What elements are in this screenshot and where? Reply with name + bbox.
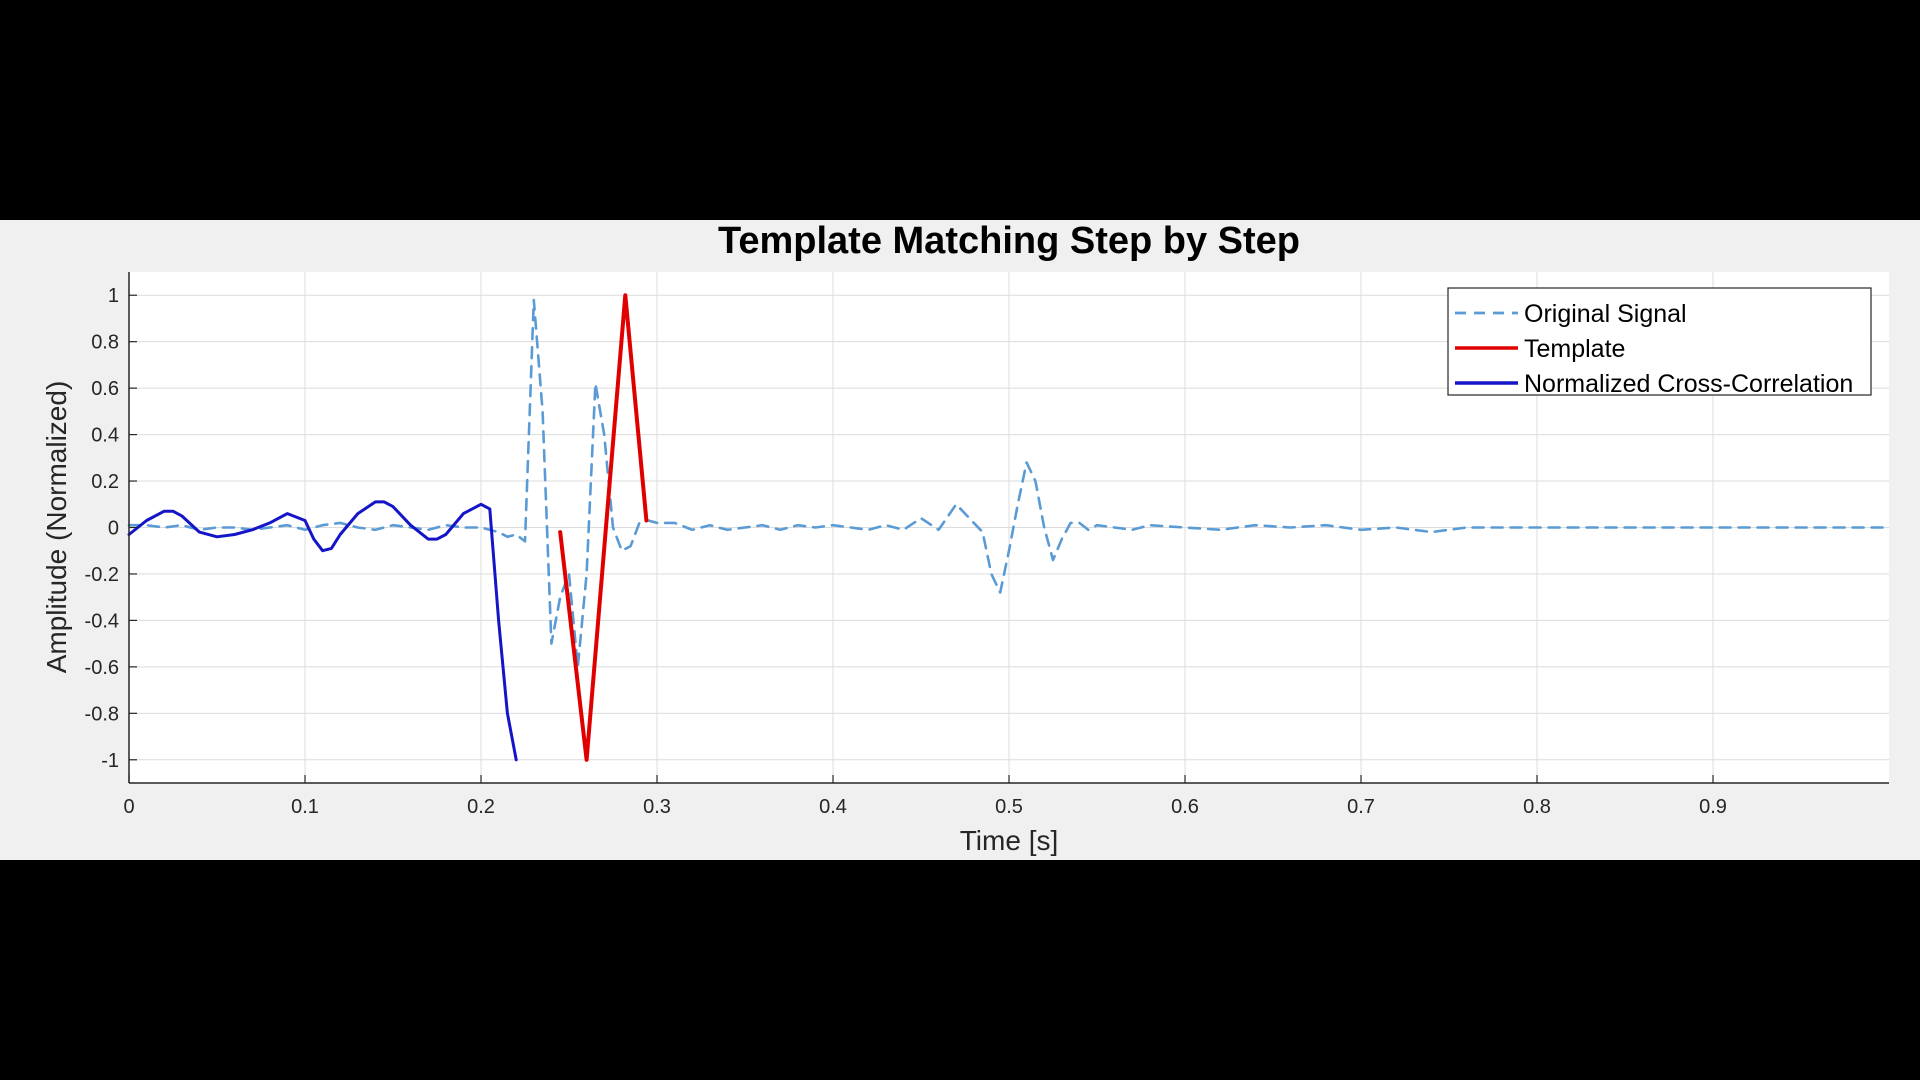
x-tick-label: 0.7 <box>1347 796 1375 818</box>
y-tick-label: -0.6 <box>85 657 119 679</box>
original-signal-line <box>127 298 1891 669</box>
y-tick-label: 0.8 <box>91 332 119 354</box>
legend-label-template: Template <box>1524 335 1625 363</box>
x-tick-label: 0.9 <box>1699 796 1727 818</box>
x-axis-label: Time [s] <box>960 825 1059 856</box>
y-tick-label: 0 <box>108 518 119 540</box>
chart-svg: 0 0.1 0.2 0.3 0.4 0.5 0.6 0.7 0.8 0.9 10.80.60.40… <box>0 220 1920 860</box>
x-tick-label: 0.3 <box>643 796 671 818</box>
normalized-cross-correlation-line <box>127 500 518 762</box>
y-tick-label: -0.8 <box>85 703 119 725</box>
y-tick-label: 0.4 <box>91 425 119 447</box>
x-tick-label: 0.2 <box>467 796 495 818</box>
x-tick-label: 0.1 <box>291 796 319 818</box>
template-line <box>558 293 649 762</box>
x-ticks: 0 0.1 0.2 0.3 0.4 0.5 0.6 0.7 0.8 0.9 <box>123 775 1727 818</box>
series-layer <box>127 293 1891 762</box>
y-tick-label: -0.4 <box>85 610 119 632</box>
y-axis-label: Amplitude (Normalized) <box>41 381 72 674</box>
y-tick-label: 0.6 <box>91 378 119 400</box>
x-tick-label: 0.8 <box>1523 796 1551 818</box>
chart-title: Template Matching Step by Step <box>718 220 1300 262</box>
y-tick-label: -0.2 <box>85 564 119 586</box>
legend-label-normalized-cross-correlation: Normalized Cross-Correlation <box>1524 370 1853 398</box>
legend: Original Signal Template Normalized Cross-… <box>1447 287 1872 398</box>
y-tick-label: -1 <box>101 750 119 772</box>
y-tick-label: 0.2 <box>91 471 119 493</box>
legend-box <box>1447 287 1872 396</box>
x-tick-label: 0.6 <box>1171 796 1199 818</box>
y-tick-label: 1 <box>108 285 119 307</box>
y-ticks: 1 0.8 0.6 0.4 0.2 0 -0.2 -0.4 -0.6 -0.8 -1 <box>85 285 137 772</box>
x-tick-label: 0.4 <box>819 796 847 818</box>
figure: 0 0.1 0.2 0.3 0.4 0.5 0.6 0.7 0.8 0.9 1 0.8 0.6 0.4 0… <box>0 220 1920 860</box>
x-tick-label: 0 <box>123 796 134 818</box>
x-tick-label: 0.5 <box>995 796 1023 818</box>
legend-label-original-signal: Original Signal <box>1524 300 1687 328</box>
